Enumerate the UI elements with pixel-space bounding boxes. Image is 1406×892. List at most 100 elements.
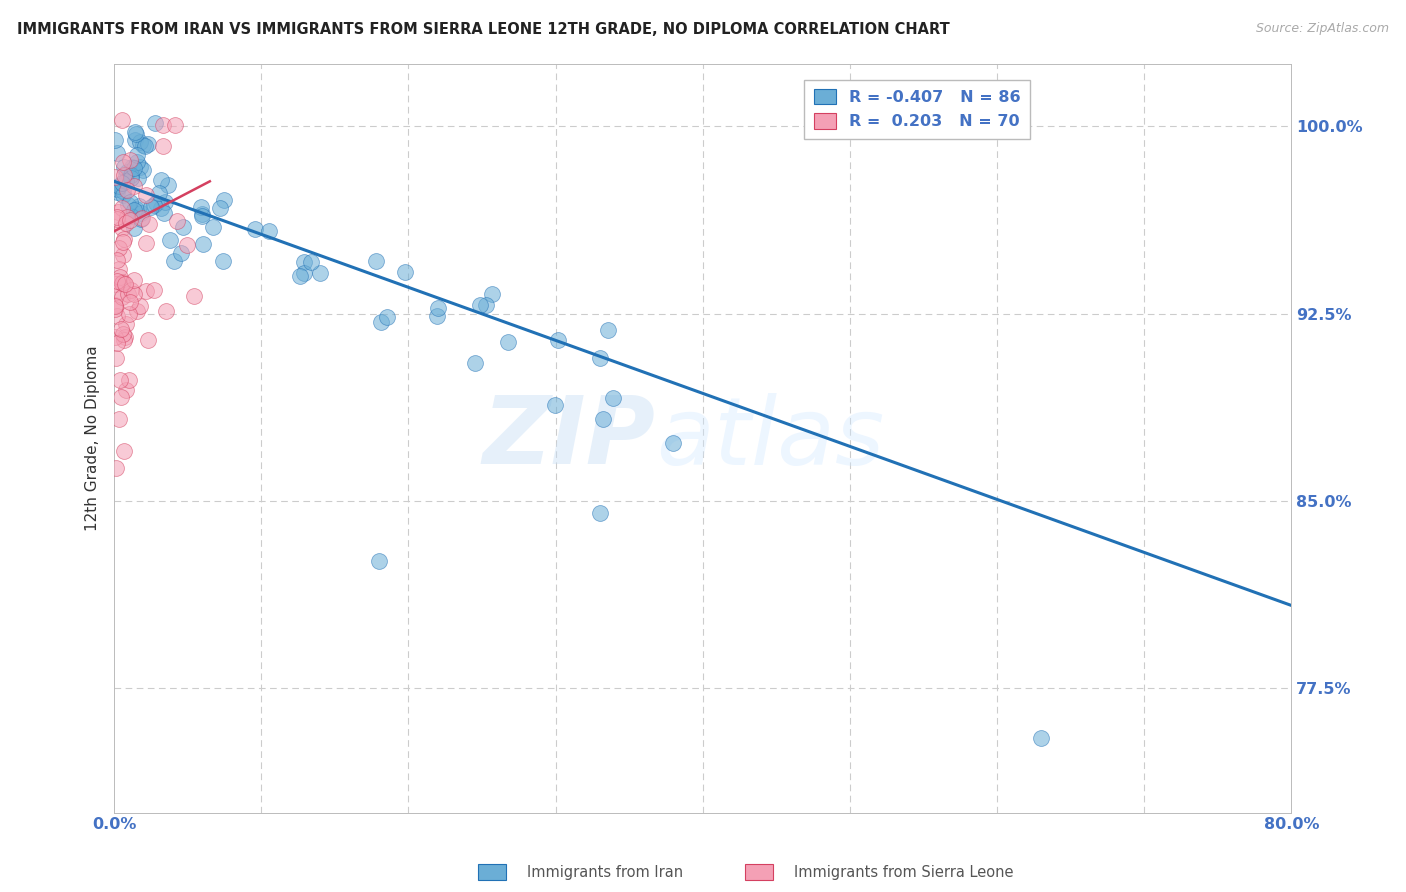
Point	[108, 373, 131, 387]
Point	[152, 139, 174, 153]
Point	[104, 461, 127, 475]
Point	[170, 245, 193, 260]
Point	[131, 206, 153, 220]
Point	[209, 201, 232, 215]
Point	[114, 277, 136, 292]
Point	[117, 287, 139, 301]
Point	[122, 179, 145, 194]
Point	[475, 298, 498, 312]
Point	[127, 154, 149, 169]
Point	[602, 391, 624, 405]
Point	[129, 299, 152, 313]
Point	[1031, 731, 1053, 745]
Point	[370, 315, 392, 329]
Point	[394, 264, 416, 278]
Point	[183, 289, 205, 303]
Point	[166, 214, 188, 228]
Point	[105, 351, 128, 365]
Point	[191, 207, 214, 221]
Point	[103, 302, 125, 317]
Point	[662, 436, 685, 450]
Point	[104, 277, 127, 292]
Point	[136, 136, 159, 151]
Text: atlas: atlas	[655, 392, 884, 483]
Point	[468, 298, 491, 312]
Point	[131, 138, 153, 153]
Point	[115, 165, 138, 179]
Point	[128, 135, 150, 149]
Point	[120, 170, 142, 185]
Point	[120, 168, 142, 182]
Point	[135, 235, 157, 250]
Point	[105, 253, 128, 268]
Point	[112, 168, 135, 182]
Point	[110, 322, 132, 336]
Point	[120, 194, 142, 209]
Point	[132, 163, 155, 178]
Point	[112, 275, 135, 289]
Point	[105, 336, 128, 351]
Point	[107, 204, 129, 219]
Point	[111, 184, 134, 198]
Point	[299, 255, 322, 269]
Point	[115, 318, 138, 332]
Point	[191, 209, 214, 223]
Point	[589, 506, 612, 520]
Point	[496, 334, 519, 349]
Point	[104, 298, 127, 312]
Point	[107, 285, 129, 299]
Point	[112, 160, 135, 174]
Text: IMMIGRANTS FROM IRAN VS IMMIGRANTS FROM SIERRA LEONE 12TH GRADE, NO DIPLOMA CORR: IMMIGRANTS FROM IRAN VS IMMIGRANTS FROM …	[17, 22, 949, 37]
Point	[108, 412, 131, 426]
Point	[124, 125, 146, 139]
Point	[366, 253, 388, 268]
Point	[107, 274, 129, 288]
Point	[136, 333, 159, 347]
Point	[115, 173, 138, 187]
Point	[105, 146, 128, 161]
Point	[124, 202, 146, 217]
Point	[426, 309, 449, 323]
Point	[464, 355, 486, 369]
Point	[128, 199, 150, 213]
Point	[112, 235, 135, 250]
Point	[110, 176, 132, 190]
Point	[481, 286, 503, 301]
Point	[108, 262, 131, 277]
Point	[111, 201, 134, 215]
Point	[111, 221, 134, 235]
Point	[108, 241, 131, 255]
Point	[141, 201, 163, 215]
Point	[191, 236, 214, 251]
Point	[292, 255, 315, 269]
Point	[149, 173, 172, 187]
Point	[176, 238, 198, 252]
Point	[111, 188, 134, 202]
Point	[105, 182, 128, 196]
Point	[112, 231, 135, 245]
Point	[104, 330, 127, 344]
Point	[134, 139, 156, 153]
Point	[155, 194, 177, 209]
Point	[104, 299, 127, 313]
Point	[124, 133, 146, 147]
Point	[120, 213, 142, 227]
Point	[201, 219, 224, 234]
Point	[135, 188, 157, 202]
Point	[148, 186, 170, 201]
Point	[138, 217, 160, 231]
Point	[125, 202, 148, 216]
Point	[142, 198, 165, 212]
Text: Source: ZipAtlas.com: Source: ZipAtlas.com	[1256, 22, 1389, 36]
Point	[155, 304, 177, 318]
Point	[172, 219, 194, 234]
Point	[589, 351, 612, 365]
Point	[111, 112, 134, 127]
Point	[118, 307, 141, 321]
Point	[257, 224, 280, 238]
Point	[292, 267, 315, 281]
Point	[111, 276, 134, 290]
Point	[426, 301, 449, 316]
Point	[125, 127, 148, 141]
Point	[114, 216, 136, 230]
